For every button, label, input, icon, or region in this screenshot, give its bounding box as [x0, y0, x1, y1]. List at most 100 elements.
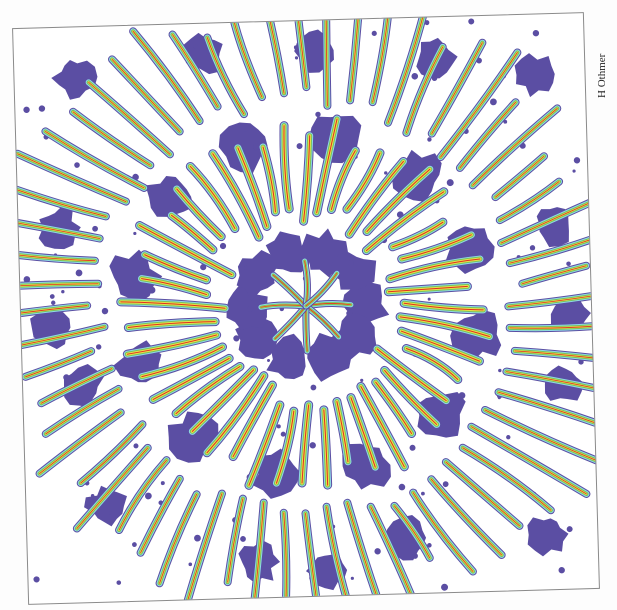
- branch: [289, 13, 311, 92]
- photo-credit: H Othmer: [596, 53, 608, 98]
- branch: [123, 317, 220, 333]
- branch: [136, 474, 184, 557]
- speckle-dot: [276, 424, 281, 429]
- branch: [148, 353, 234, 404]
- branch: [13, 322, 109, 358]
- speckle-dot: [294, 56, 299, 60]
- speckle-dot: [92, 225, 98, 232]
- purple-blob: [84, 485, 127, 527]
- branch: [258, 142, 280, 217]
- speckle-dot: [446, 179, 454, 187]
- speckle-dot: [95, 344, 102, 350]
- speckle-dot: [398, 483, 406, 491]
- branch: [395, 312, 494, 342]
- purple-blob: [342, 443, 391, 490]
- speckle-dot: [503, 119, 508, 124]
- branch: [366, 502, 425, 604]
- speckle-dot: [315, 111, 321, 118]
- speckle-dot: [442, 481, 449, 488]
- speckle-dot: [243, 265, 248, 270]
- speckle-dot: [441, 583, 449, 591]
- branch: [436, 48, 522, 162]
- purple-blob: [265, 231, 312, 273]
- branch: [137, 274, 212, 300]
- speckle-dot: [74, 162, 80, 168]
- branch: [279, 121, 294, 214]
- branch: [518, 261, 591, 288]
- branch: [302, 269, 341, 310]
- purple-blob: [51, 59, 98, 100]
- branch: [223, 494, 247, 587]
- branch: [302, 302, 311, 355]
- branch: [455, 98, 520, 172]
- speckle-dot: [449, 252, 453, 256]
- branch: [467, 422, 591, 498]
- speckle-dot: [61, 289, 65, 294]
- branch: [505, 219, 599, 268]
- speckle-dot: [566, 261, 571, 267]
- branch: [361, 187, 449, 256]
- branch: [269, 271, 310, 310]
- pattern-figure: [12, 12, 600, 605]
- speckle-dot: [458, 392, 466, 399]
- speckle-dot: [360, 378, 364, 382]
- branch: [168, 30, 222, 111]
- purple-blob: [145, 176, 194, 217]
- branch: [271, 302, 310, 343]
- speckle-dot: [280, 431, 286, 437]
- speckle-dot: [346, 310, 353, 317]
- branch: [322, 13, 332, 110]
- branch: [202, 371, 269, 458]
- branch: [183, 489, 226, 604]
- branch: [13, 247, 99, 265]
- branch: [491, 152, 548, 202]
- branch: [312, 114, 342, 218]
- branch: [41, 384, 123, 438]
- branch: [356, 381, 409, 472]
- branch: [319, 405, 333, 490]
- speckle-dot: [188, 562, 193, 567]
- branch: [185, 161, 240, 234]
- speckle-dot: [421, 491, 425, 496]
- speckle-dot: [558, 566, 565, 574]
- speckle-dot: [23, 106, 30, 114]
- speckle-dot: [347, 121, 355, 128]
- speckle-dot: [411, 72, 419, 80]
- speckle-dot: [497, 396, 501, 400]
- speckle-dot: [409, 444, 416, 451]
- speckle-dot: [529, 245, 536, 251]
- branch: [301, 509, 322, 604]
- branch: [409, 488, 477, 576]
- branch: [390, 501, 434, 562]
- branch: [253, 13, 289, 98]
- branch: [427, 38, 487, 138]
- speckle-dot: [90, 494, 95, 498]
- branch: [495, 177, 564, 225]
- branch: [362, 164, 435, 237]
- purple-blob: [218, 122, 268, 174]
- branch: [228, 380, 277, 462]
- speckle-dot: [33, 576, 40, 583]
- branch: [37, 364, 116, 408]
- branch: [396, 326, 484, 366]
- branch: [332, 397, 353, 467]
- branch: [230, 18, 266, 102]
- speckle-dot: [412, 553, 418, 559]
- speckle-dot: [23, 276, 31, 283]
- purple-blob: [236, 250, 279, 301]
- branch: [494, 388, 599, 434]
- speckle-dot: [490, 98, 497, 106]
- branch: [385, 254, 485, 284]
- branch: [301, 257, 311, 310]
- branch: [368, 13, 392, 107]
- branch: [383, 281, 472, 297]
- branch: [72, 443, 152, 533]
- speckle-dot: [244, 128, 248, 132]
- speckle-dot: [312, 357, 318, 363]
- branch: [233, 143, 272, 231]
- branch: [135, 221, 237, 280]
- branch: [208, 149, 264, 242]
- branch: [41, 127, 149, 192]
- branch: [380, 365, 442, 429]
- branch: [397, 230, 476, 264]
